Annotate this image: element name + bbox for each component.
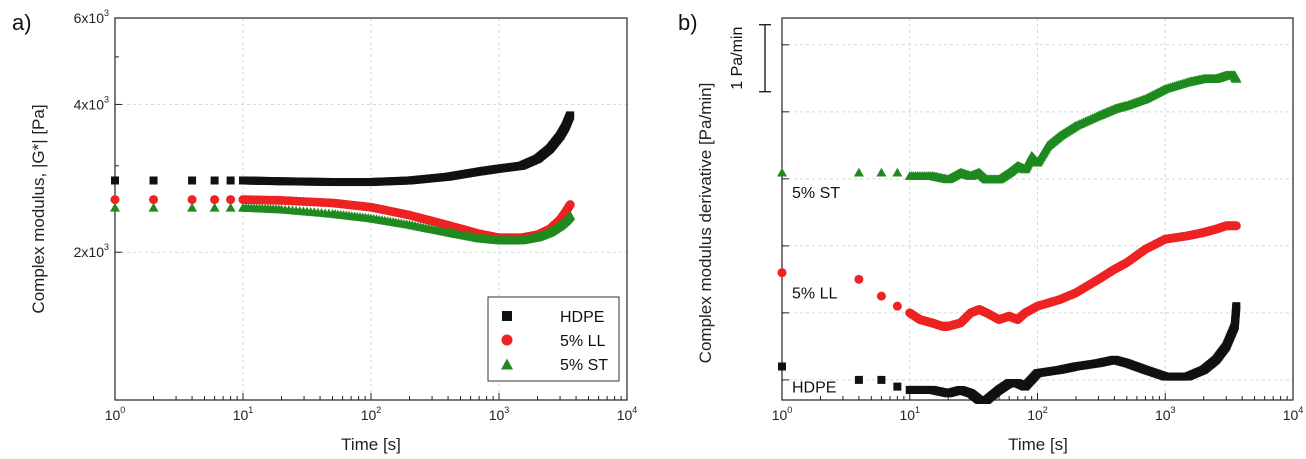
data-point	[226, 176, 235, 185]
grid-b	[782, 18, 1293, 400]
data-point	[892, 167, 903, 177]
data-point	[854, 375, 863, 384]
series-hdpe	[778, 302, 1241, 404]
data-point	[149, 195, 159, 205]
series-group-b	[777, 70, 1242, 404]
data-point	[892, 301, 902, 311]
x-tick-label: 102	[1027, 405, 1048, 423]
data-point	[877, 375, 886, 384]
series-label: 5% ST	[792, 185, 840, 202]
data-point	[210, 195, 220, 205]
data-point	[1231, 73, 1242, 83]
data-point	[854, 274, 864, 284]
x-tick-label: 100	[105, 405, 126, 423]
data-point	[225, 202, 236, 212]
data-point	[777, 167, 787, 177]
y-axis-title-a: Complex modulus, |G*| [Pa]	[29, 104, 48, 313]
data-point	[188, 176, 197, 185]
data-point	[209, 202, 220, 212]
data-point	[876, 291, 886, 301]
legend-marker	[501, 334, 513, 346]
data-point	[210, 176, 219, 185]
data-point	[565, 200, 575, 210]
x-tick-label: 101	[899, 405, 920, 423]
data-point	[110, 202, 120, 212]
x-axis-title-a: Time [s]	[341, 435, 401, 454]
legend-a: HDPE 5% LL 5% ST	[487, 296, 620, 382]
data-point	[778, 362, 786, 371]
data-point	[149, 176, 158, 185]
legend-marker	[502, 311, 512, 321]
data-point	[853, 167, 864, 177]
data-point	[893, 382, 902, 391]
series-5-ll	[777, 221, 1241, 331]
x-tick-label: 103	[1155, 405, 1176, 423]
x-tick-label: 101	[233, 405, 254, 423]
y-axis-title-b: Complex modulus derivative [Pa/min]	[696, 83, 715, 364]
axis-ticks-b: 100 101 102 103 104	[772, 44, 1304, 423]
chart-panel-b: b) 100 101 102 103 104 5% ST 5% LL HDPE 1 Pa/m…	[678, 10, 1303, 454]
scale-bar: 1 Pa/min	[729, 24, 771, 93]
series-group-a	[110, 111, 576, 245]
panel-label-b: b)	[678, 10, 698, 35]
scale-bar-label: 1 Pa/min	[729, 27, 746, 90]
legend-label: HDPE	[560, 309, 604, 326]
data-point	[187, 195, 197, 205]
data-point	[110, 195, 120, 205]
legend-marker	[501, 358, 513, 370]
x-tick-label: 104	[1283, 405, 1304, 423]
data-point	[187, 202, 198, 212]
data-point	[111, 176, 119, 185]
y-tick-label: 4x103	[74, 94, 109, 112]
series-hdpe	[111, 111, 575, 187]
data-point	[876, 167, 887, 177]
series-5-st	[777, 70, 1242, 184]
data-point	[565, 210, 576, 220]
x-tick-label: 100	[772, 405, 793, 423]
series-label: 5% LL	[792, 286, 837, 303]
data-point	[777, 268, 787, 278]
x-axis-title-b: Time [s]	[1008, 435, 1068, 454]
y-tick-label: 2x103	[74, 242, 109, 260]
series-5-st	[110, 202, 576, 245]
y-tick-label: 6x103	[74, 8, 109, 26]
data-point	[566, 111, 575, 120]
data-point	[1231, 221, 1241, 231]
x-tick-label: 103	[489, 405, 510, 423]
series-labels-b: 5% ST 5% LL HDPE	[792, 185, 840, 396]
x-tick-label: 102	[361, 405, 382, 423]
x-tick-label: 104	[617, 405, 638, 423]
legend-label: 5% ST	[560, 357, 608, 374]
data-point	[226, 195, 236, 205]
chart-panel-a: a) 100 101 102 103 104 2x103 4x103 6x103 Time […	[12, 8, 637, 454]
series-label: HDPE	[792, 379, 836, 396]
panel-label-a: a)	[12, 10, 32, 35]
data-point	[1232, 302, 1241, 311]
data-point	[148, 202, 159, 212]
axis-ticks-a: 100 101 102 103 104 2x103 4x103 6x103	[74, 8, 638, 423]
legend-label: 5% LL	[560, 333, 605, 350]
